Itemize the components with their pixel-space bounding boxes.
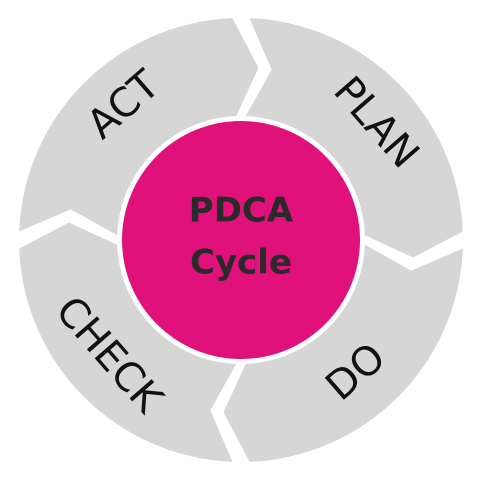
segment-check [19,222,237,462]
segment-plan [245,18,463,258]
segment-act [19,18,259,236]
center-title-line2: Cycle [190,243,292,283]
center-title-line1: PDCA [189,191,294,231]
cycle-ring [19,18,463,462]
center-circle [122,121,360,359]
segment-do [223,244,463,462]
